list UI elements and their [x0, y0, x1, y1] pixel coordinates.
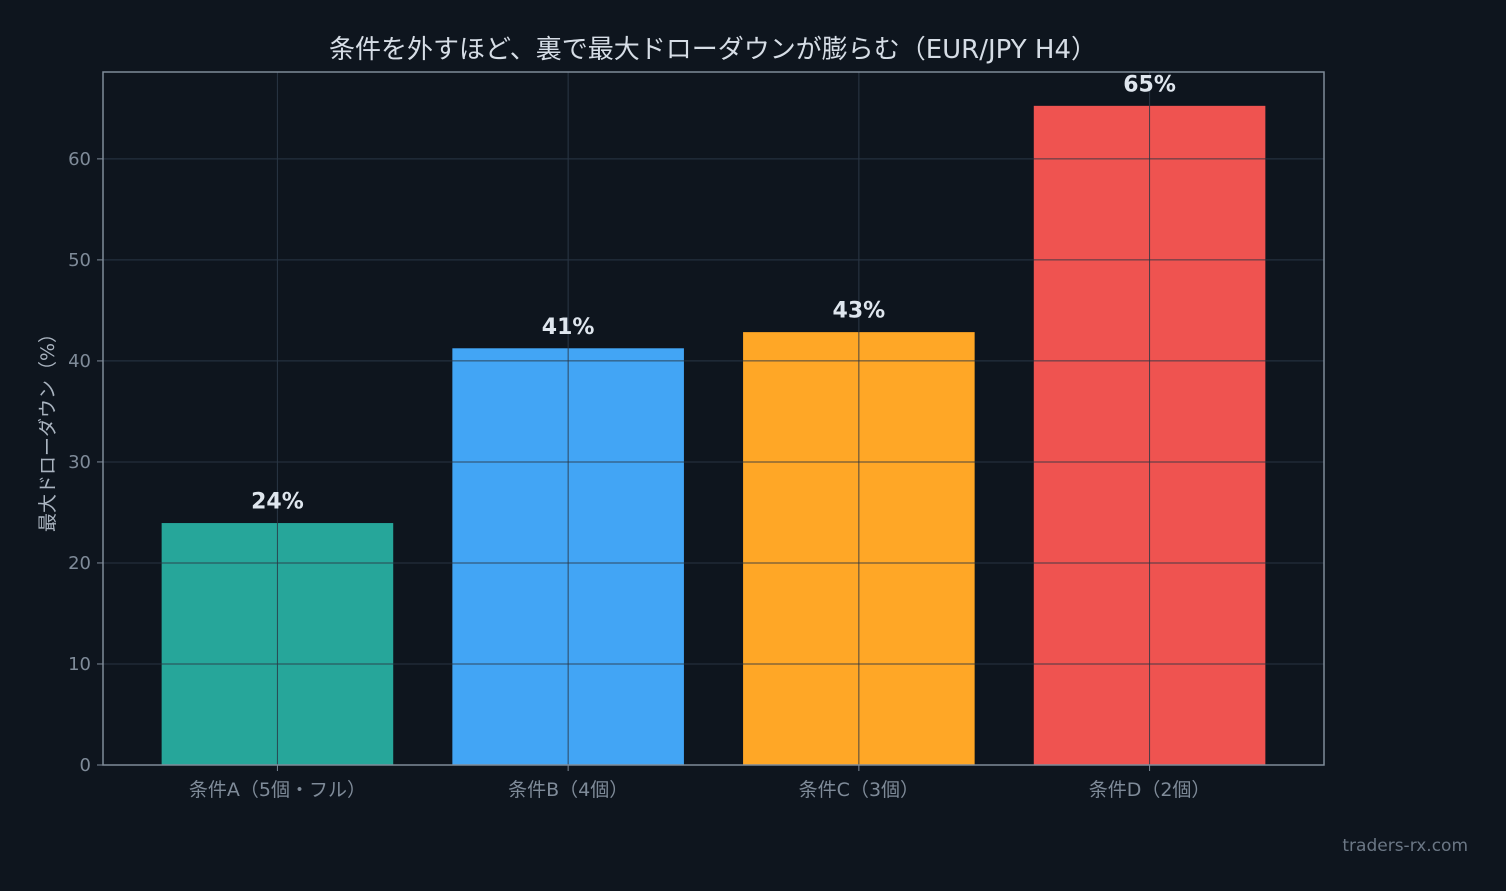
x-tick-label: 条件C（3個）	[799, 779, 919, 801]
plot-frame	[102, 71, 1325, 766]
bars	[160, 104, 1267, 766]
y-tick-label: 0	[80, 755, 91, 776]
y-tick-label: 50	[68, 250, 91, 271]
x-tick-label: 条件A（5個・フル）	[189, 779, 366, 801]
y-tick-label: 60	[68, 149, 91, 170]
chart-title: 条件を外すほど、裏で最大ドローダウンが膨らむ（EUR/JPY H4）	[329, 35, 1097, 65]
y-tick-label: 10	[68, 654, 91, 675]
x-tick-label: 条件D（2個）	[1089, 779, 1211, 801]
y-tick-label: 20	[68, 553, 91, 574]
watermark: traders-rx.com	[1342, 836, 1468, 856]
y-axis-label: 最大ドローダウン（%）	[37, 324, 59, 532]
y-axis-ticks: 0 10 20 30 40 50 60	[68, 149, 103, 776]
value-label-3: 43%	[833, 299, 886, 324]
value-labels: 24% 41% 43% 65%	[251, 72, 1176, 514]
value-label-2: 41%	[542, 315, 595, 340]
x-axis-ticks: 条件A（5個・フル） 条件B（4個） 条件C（3個） 条件D（2個）	[189, 765, 1211, 801]
value-label-1: 24%	[251, 490, 304, 515]
x-tick-label: 条件B（4個）	[508, 779, 628, 801]
value-label-4: 65%	[1123, 72, 1176, 97]
y-tick-label: 30	[68, 452, 91, 473]
y-tick-label: 40	[68, 351, 91, 372]
